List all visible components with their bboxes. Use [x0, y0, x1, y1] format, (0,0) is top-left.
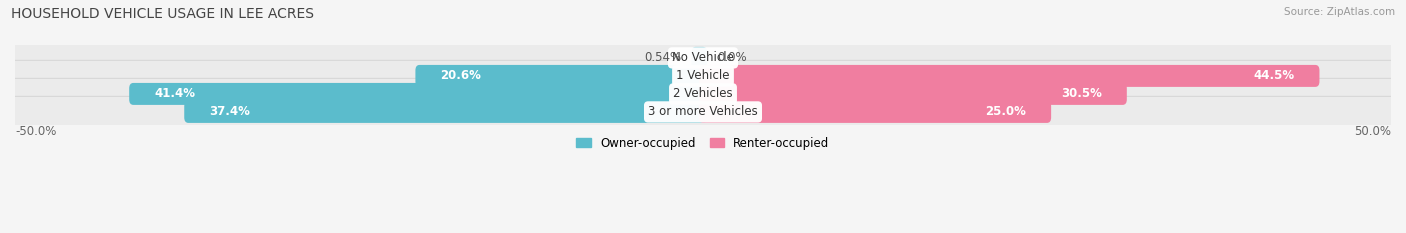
- FancyBboxPatch shape: [11, 60, 1395, 92]
- Text: 0.54%: 0.54%: [645, 51, 682, 64]
- FancyBboxPatch shape: [699, 101, 1052, 123]
- FancyBboxPatch shape: [184, 101, 707, 123]
- Text: -50.0%: -50.0%: [15, 125, 56, 138]
- FancyBboxPatch shape: [11, 78, 1395, 110]
- Text: 50.0%: 50.0%: [1354, 125, 1391, 138]
- Text: 44.5%: 44.5%: [1254, 69, 1295, 82]
- Text: 1 Vehicle: 1 Vehicle: [676, 69, 730, 82]
- FancyBboxPatch shape: [692, 47, 707, 69]
- Text: 2 Vehicles: 2 Vehicles: [673, 87, 733, 100]
- Text: 0.0%: 0.0%: [717, 51, 747, 64]
- FancyBboxPatch shape: [11, 96, 1395, 128]
- Text: 30.5%: 30.5%: [1062, 87, 1102, 100]
- Legend: Owner-occupied, Renter-occupied: Owner-occupied, Renter-occupied: [572, 132, 834, 154]
- FancyBboxPatch shape: [699, 83, 1126, 105]
- FancyBboxPatch shape: [11, 42, 1395, 74]
- Text: 3 or more Vehicles: 3 or more Vehicles: [648, 105, 758, 118]
- Text: No Vehicle: No Vehicle: [672, 51, 734, 64]
- Text: HOUSEHOLD VEHICLE USAGE IN LEE ACRES: HOUSEHOLD VEHICLE USAGE IN LEE ACRES: [11, 7, 315, 21]
- Text: 41.4%: 41.4%: [155, 87, 195, 100]
- FancyBboxPatch shape: [129, 83, 707, 105]
- FancyBboxPatch shape: [415, 65, 707, 87]
- Text: Source: ZipAtlas.com: Source: ZipAtlas.com: [1284, 7, 1395, 17]
- FancyBboxPatch shape: [699, 65, 1319, 87]
- Text: 37.4%: 37.4%: [209, 105, 250, 118]
- Text: 25.0%: 25.0%: [986, 105, 1026, 118]
- Text: 20.6%: 20.6%: [440, 69, 481, 82]
